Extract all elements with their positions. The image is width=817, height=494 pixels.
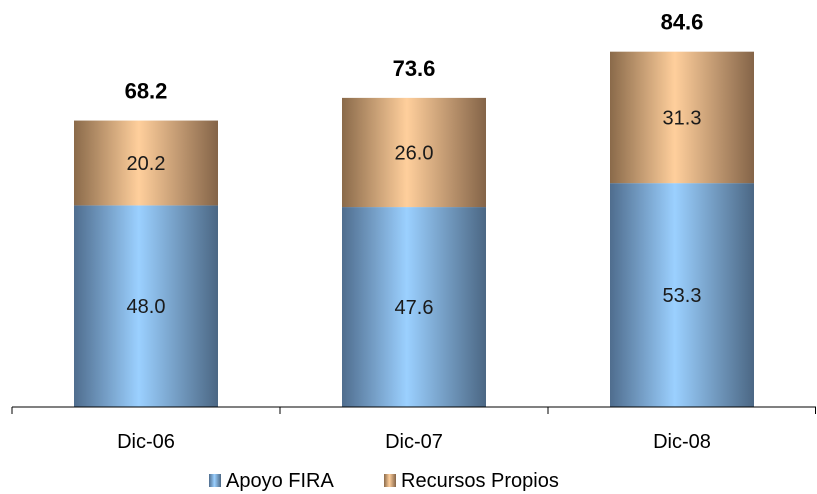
total-value-label: 73.6: [393, 56, 436, 81]
bar-recursos-propios-dic-08: [610, 51, 754, 184]
bar-apoyo-fira-dic-08: [610, 183, 754, 407]
legend: Apoyo FIRA Recursos Propios: [209, 470, 559, 492]
segment-value-label: 48.0: [127, 296, 166, 318]
segment-value-label: 26.0: [395, 142, 434, 164]
x-tick-label: Dic-06: [117, 431, 175, 453]
bar-apoyo-fira-dic-07: [342, 207, 486, 407]
segment-value-label: 47.6: [395, 297, 434, 319]
total-value-label: 84.6: [661, 10, 704, 35]
bar-recursos-propios-dic-07: [342, 97, 486, 208]
segment-value-label: 31.3: [663, 107, 702, 129]
segment-value-label: 20.2: [127, 153, 166, 175]
x-tick-label: Dic-07: [385, 431, 443, 453]
bar-apoyo-fira-dic-06: [74, 205, 218, 407]
bar-recursos-propios-dic-06: [74, 120, 218, 206]
total-labels-layer: 68.2 73.6 84.6: [125, 10, 704, 104]
bars-layer: [74, 51, 754, 407]
x-axis: Dic-06 Dic-07 Dic-08: [11, 406, 816, 453]
segment-value-label: 53.3: [663, 285, 702, 307]
total-value-label: 68.2: [125, 79, 168, 104]
legend-swatch-apoyo-fira: [209, 474, 221, 487]
x-tick-label: Dic-08: [653, 431, 711, 453]
segment-labels-layer: 48.0 20.2 47.6 26.0 53.3 31.3: [127, 107, 702, 319]
legend-swatch-recursos-propios: [384, 474, 396, 487]
legend-label-apoyo-fira: Apoyo FIRA: [226, 470, 334, 492]
legend-label-recursos-propios: Recursos Propios: [401, 470, 559, 492]
